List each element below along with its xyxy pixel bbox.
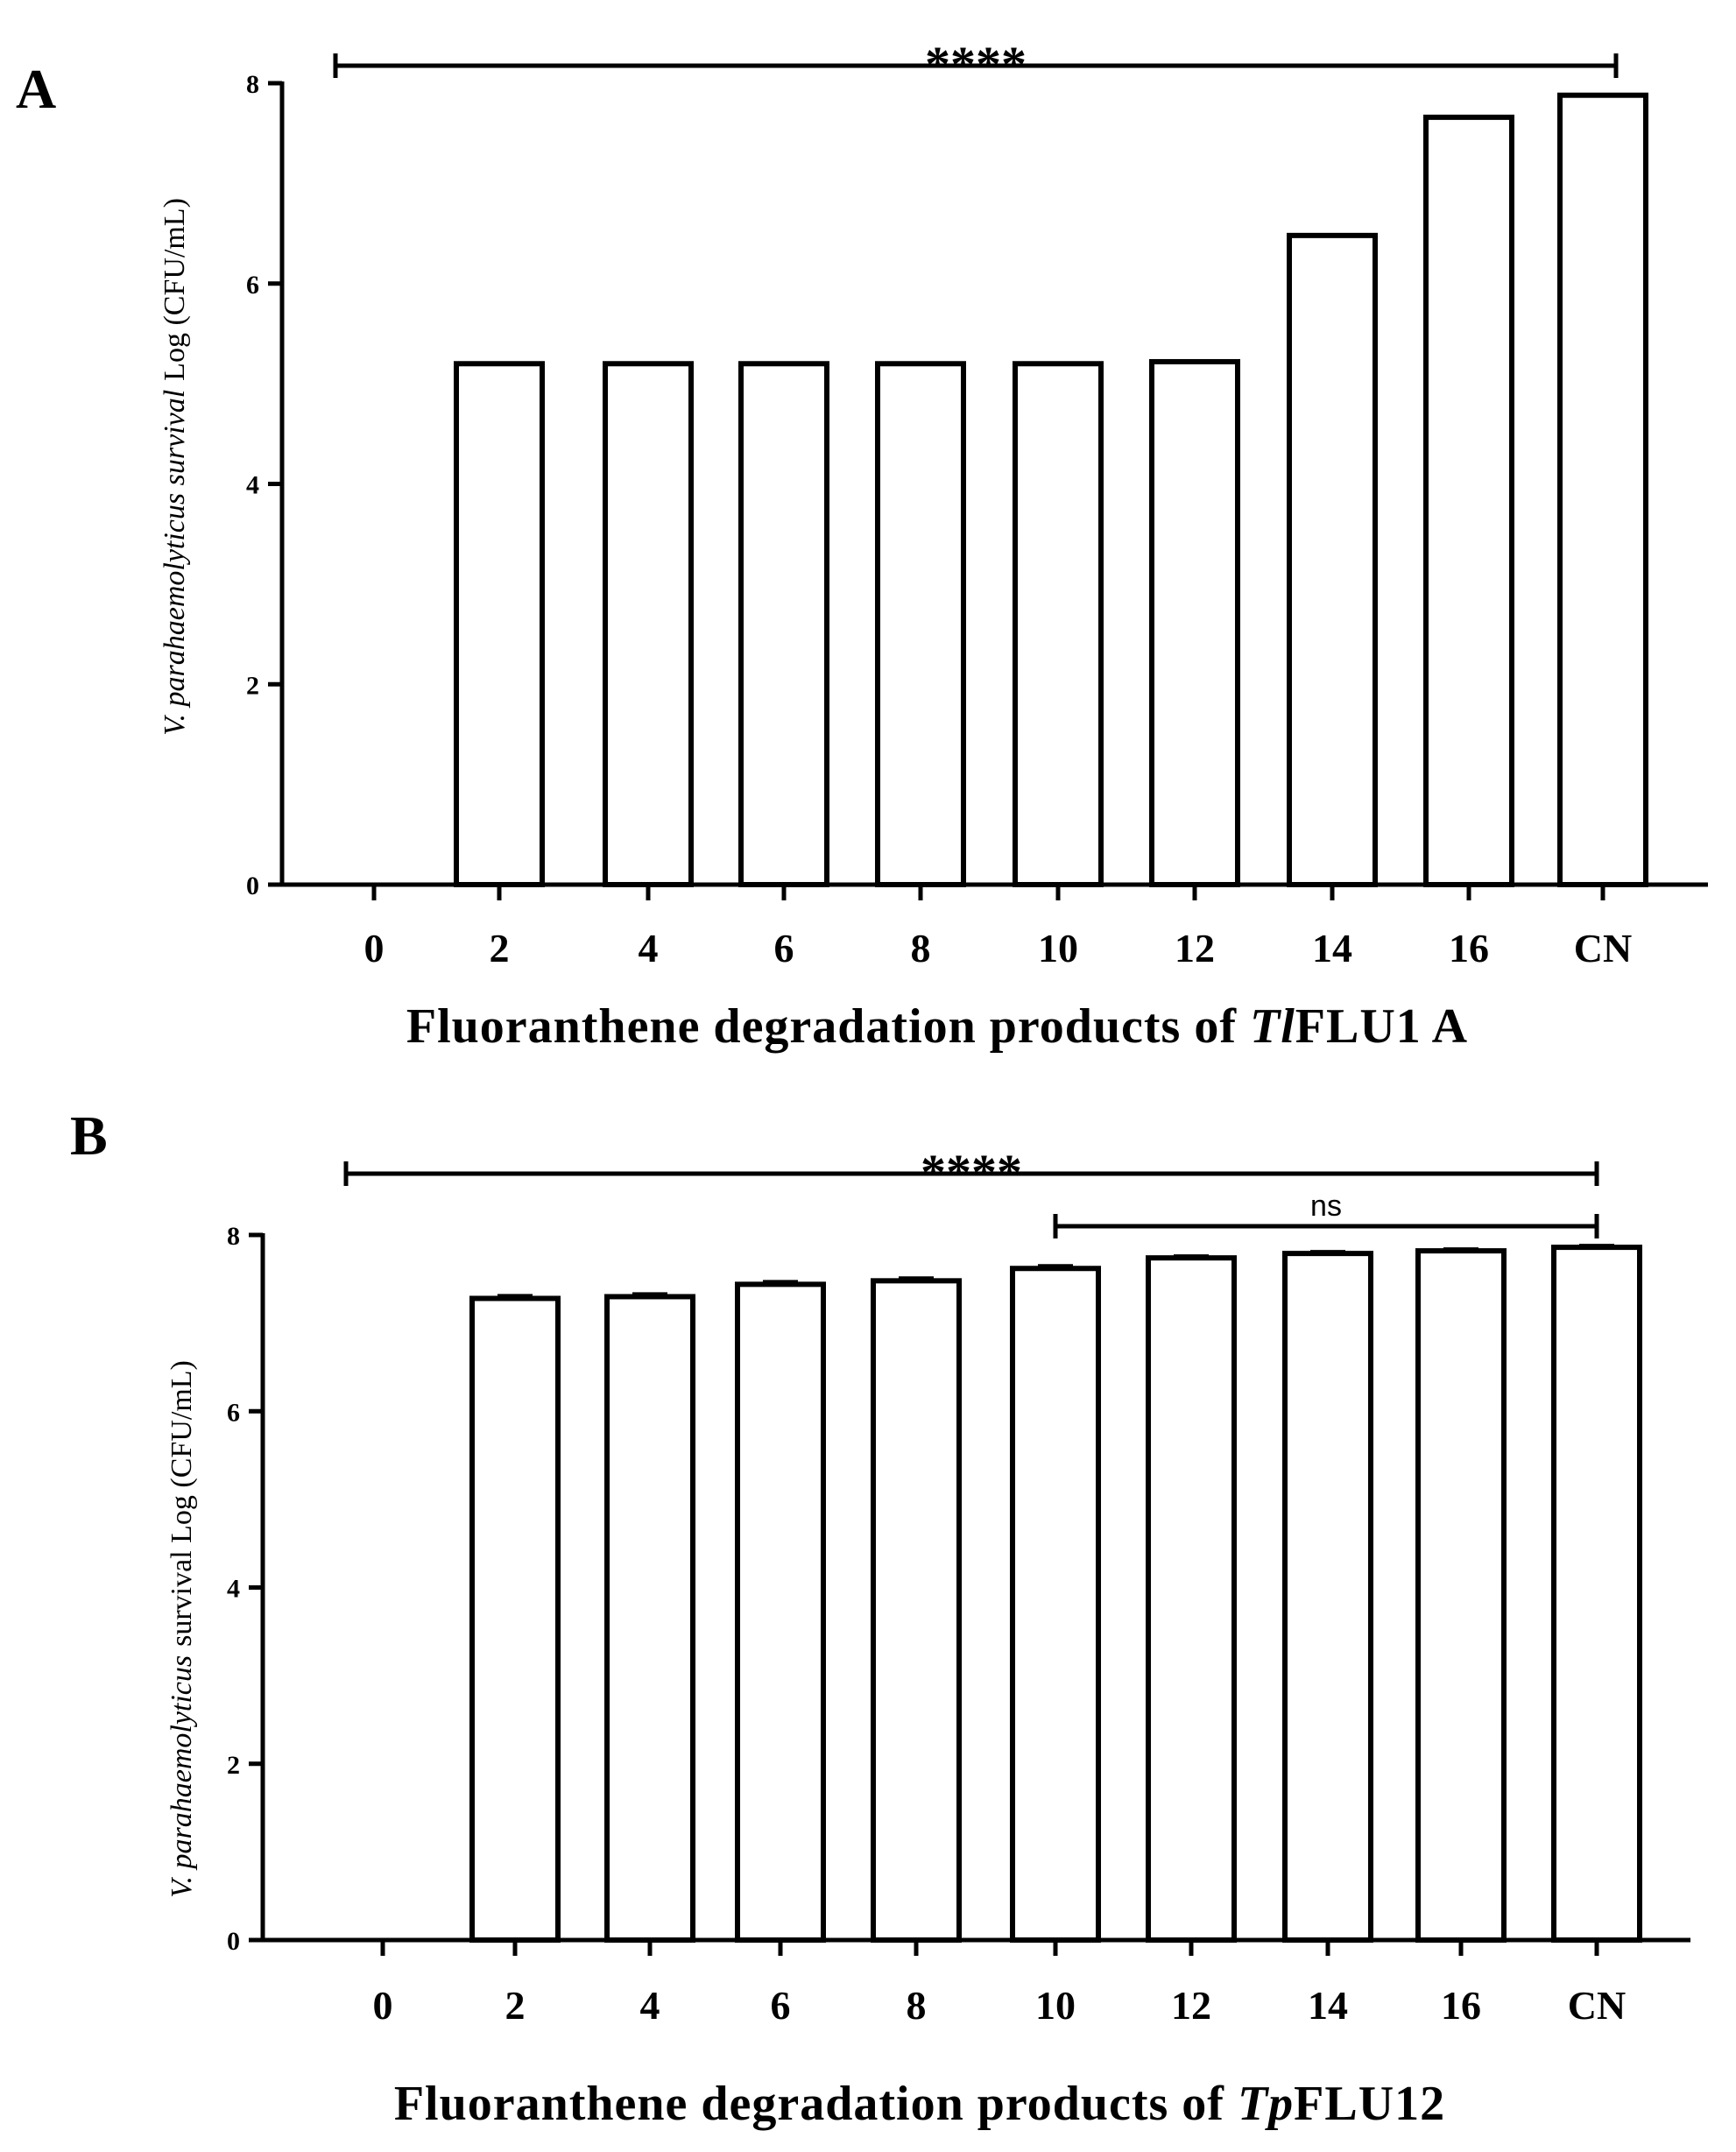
panel-a-y-axis-label-italic: V. parahaemolyticus survival: [159, 390, 191, 736]
panel-b-bar: [1415, 1248, 1507, 1944]
panel-b-x-tick-label: 10: [1035, 1983, 1076, 2028]
panel-b-y-tick-label: 0: [227, 1927, 240, 1956]
panel-b-y-tick-label: 2: [227, 1751, 240, 1780]
panel-a-bar: [454, 361, 545, 887]
panel-b: B V. parahaemolyticus survival Log (CFU/m…: [70, 1104, 1690, 2131]
panel-b-y-tick-label: 6: [227, 1398, 240, 1427]
panel-a-label: A: [16, 58, 56, 120]
panel-a-y-tick-label: 2: [246, 671, 259, 700]
panel-b-label: B: [70, 1104, 108, 1167]
panel-b-x-tick-label: 4: [640, 1983, 660, 2028]
panel-a-x-axis-label-suffix: FLU1 A: [1295, 999, 1468, 1054]
panel-b-x-tick-label: 14: [1308, 1983, 1348, 2028]
panel-a-x-tick-label: 0: [364, 926, 385, 970]
panel-b-x-axis-label-suffix: FLU12: [1294, 2077, 1445, 2131]
panel-a-bar: [738, 361, 829, 887]
panel-b-bar: [469, 1295, 561, 1943]
panel-a-y-axis-label-rest: Log (CFU/mL): [159, 198, 191, 381]
panel-b-bar: [1146, 1255, 1237, 1943]
panel-a-bar: [1013, 361, 1104, 887]
panel-b-y-axis-label-italic: V. parahaemolyticus: [166, 1655, 198, 1898]
panel-a-y-tick-label: 4: [246, 471, 259, 500]
panel-a-bar: [1287, 232, 1378, 888]
panel-a-bar: [1557, 92, 1648, 888]
panel-b-bar: [871, 1278, 962, 1943]
panel-a-x-tick-label: 8: [911, 926, 931, 970]
panel-a-x-tick-label: 4: [639, 926, 659, 970]
panel-b-y-axis-label-rest: survival Log (CFU/mL): [166, 1360, 198, 1647]
panel-a-x-axis-label-italic: Tl: [1250, 999, 1295, 1054]
panel-a-x-tick-label: 2: [490, 926, 510, 970]
panel-a-y-axis-label: V. parahaemolyticus survival Log (CFU/mL): [159, 198, 191, 736]
panel-b-bar: [1551, 1245, 1642, 1943]
panel-b-significance-label: ****: [921, 1144, 1022, 1201]
panel-a-bar: [603, 361, 694, 887]
panel-b-bar: [1010, 1266, 1101, 1944]
panel-a-plot: 0 2 4 6 8 0 2 4 6 8 10 12 14 16 CN ****: [246, 36, 1708, 970]
panel-b-x-tick-label: 12: [1171, 1983, 1211, 2028]
panel-a-x-tick-label: 14: [1312, 926, 1352, 970]
panel-a-x-tick-label: CN: [1574, 926, 1632, 970]
panel-b-x-axis-label: Fluoranthene degradation products of TpF…: [394, 2077, 1445, 2131]
panel-b-x-tick-label: 0: [373, 1983, 393, 2028]
panel-b-y-tick-label: 4: [227, 1575, 240, 1604]
panel-a-bar: [875, 361, 966, 887]
panel-a-x-axis-label: Fluoranthene degradation products of TlF…: [406, 999, 1468, 1054]
panel-b-x-tick-label: 16: [1441, 1983, 1481, 2028]
panel-a: A V. parahaemolyticus survival Log (CFU/m…: [16, 36, 1708, 1054]
panel-b-y-axis-label: V. parahaemolyticus survival Log (CFU/mL): [166, 1360, 198, 1898]
panel-a-x-tick-label: 6: [774, 926, 794, 970]
panel-a-bar: [1423, 114, 1514, 887]
panel-a-significance-label: ****: [925, 36, 1027, 93]
panel-a-x-tick-label: 16: [1449, 926, 1489, 970]
panel-b-x-tick-label: 2: [505, 1983, 526, 2028]
panel-a-y-tick-label: 6: [246, 271, 259, 300]
panel-a-y-tick-label: 0: [246, 871, 259, 900]
panel-b-significance-label: ns: [1310, 1189, 1342, 1223]
panel-a-y-tick-label: 8: [246, 70, 259, 99]
panel-a-x-axis-label-prefix: Fluoranthene degradation products of: [406, 999, 1250, 1054]
panel-b-bar: [735, 1281, 826, 1943]
panel-b-x-tick-label: 8: [907, 1983, 927, 2028]
panel-b-y-tick-label: 8: [227, 1222, 240, 1251]
panel-b-bar: [604, 1294, 695, 1943]
panel-a-x-tick-label: 12: [1175, 926, 1215, 970]
panel-a-x-tick-label: 10: [1038, 926, 1078, 970]
panel-b-bar: [1282, 1251, 1373, 1943]
panel-b-x-axis-label-prefix: Fluoranthene degradation products of: [394, 2077, 1238, 2131]
panel-a-bar: [1149, 358, 1240, 887]
panel-b-x-tick-label: 6: [771, 1983, 791, 2028]
panel-b-x-axis-label-italic: Tp: [1238, 2077, 1294, 2131]
panel-b-plot: 0 2 4 6 8 0 2 4 6 8 10 12 14 16 CN **** ns: [227, 1144, 1690, 2028]
panel-b-x-tick-label: CN: [1568, 1983, 1626, 2028]
